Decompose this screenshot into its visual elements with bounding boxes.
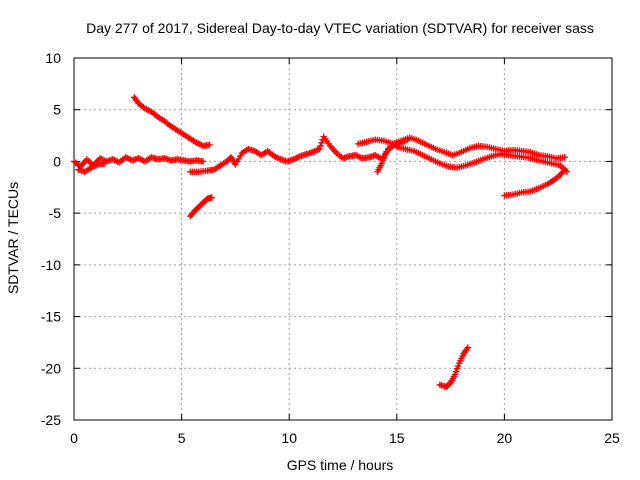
data-point <box>464 344 472 351</box>
x-tick-label: 0 <box>70 430 78 446</box>
y-axis-title: SDTVAR / TECUs <box>5 182 21 294</box>
data-point <box>453 365 461 373</box>
data-point <box>454 362 462 370</box>
data-point <box>199 158 207 165</box>
data-point <box>561 154 568 161</box>
data-point <box>208 194 215 201</box>
data-point <box>100 160 108 167</box>
data-point <box>561 166 568 173</box>
y-tick-label: 5 <box>53 102 61 118</box>
y-tick-label: -5 <box>49 205 62 221</box>
grid-lines <box>74 58 612 420</box>
data-point <box>452 368 460 375</box>
data-point <box>206 141 213 149</box>
x-axis-ticks: 0 5 10 15 20 25 <box>70 58 620 446</box>
series-baseline-early <box>70 154 207 170</box>
x-axis-title: GPS time / hours <box>287 457 394 473</box>
x-tick-label: 20 <box>497 430 513 446</box>
y-tick-label: -25 <box>41 412 61 428</box>
x-tick-label: 15 <box>389 430 405 446</box>
series-late-decline <box>501 166 568 199</box>
x-tick-label: 25 <box>604 430 620 446</box>
series-gap-low <box>187 194 215 220</box>
data-series <box>70 94 571 391</box>
data-point <box>560 167 567 175</box>
series-lower-band <box>393 143 571 175</box>
series-upper-band <box>354 134 568 162</box>
series-deep-drop <box>436 344 472 391</box>
y-tick-label: 0 <box>53 153 61 169</box>
data-point <box>318 139 325 147</box>
y-tick-label: -10 <box>41 257 61 273</box>
y-tick-label: 10 <box>45 50 61 66</box>
data-point <box>317 142 324 150</box>
data-point <box>316 145 323 153</box>
x-tick-label: 10 <box>281 430 297 446</box>
y-tick-label: -20 <box>41 360 61 376</box>
x-tick-label: 5 <box>178 430 186 446</box>
chart-title: Day 277 of 2017, Sidereal Day-to-day VTE… <box>86 20 594 36</box>
series-decline-arc <box>131 94 213 150</box>
series-baseline-early-low <box>75 160 108 175</box>
data-point <box>451 371 459 378</box>
axes <box>73 57 613 421</box>
y-tick-label: -15 <box>41 309 61 325</box>
plot-frame <box>73 57 613 421</box>
y-axis-ticks: -25 -20 -15 -10 -5 0 5 10 <box>41 50 612 428</box>
